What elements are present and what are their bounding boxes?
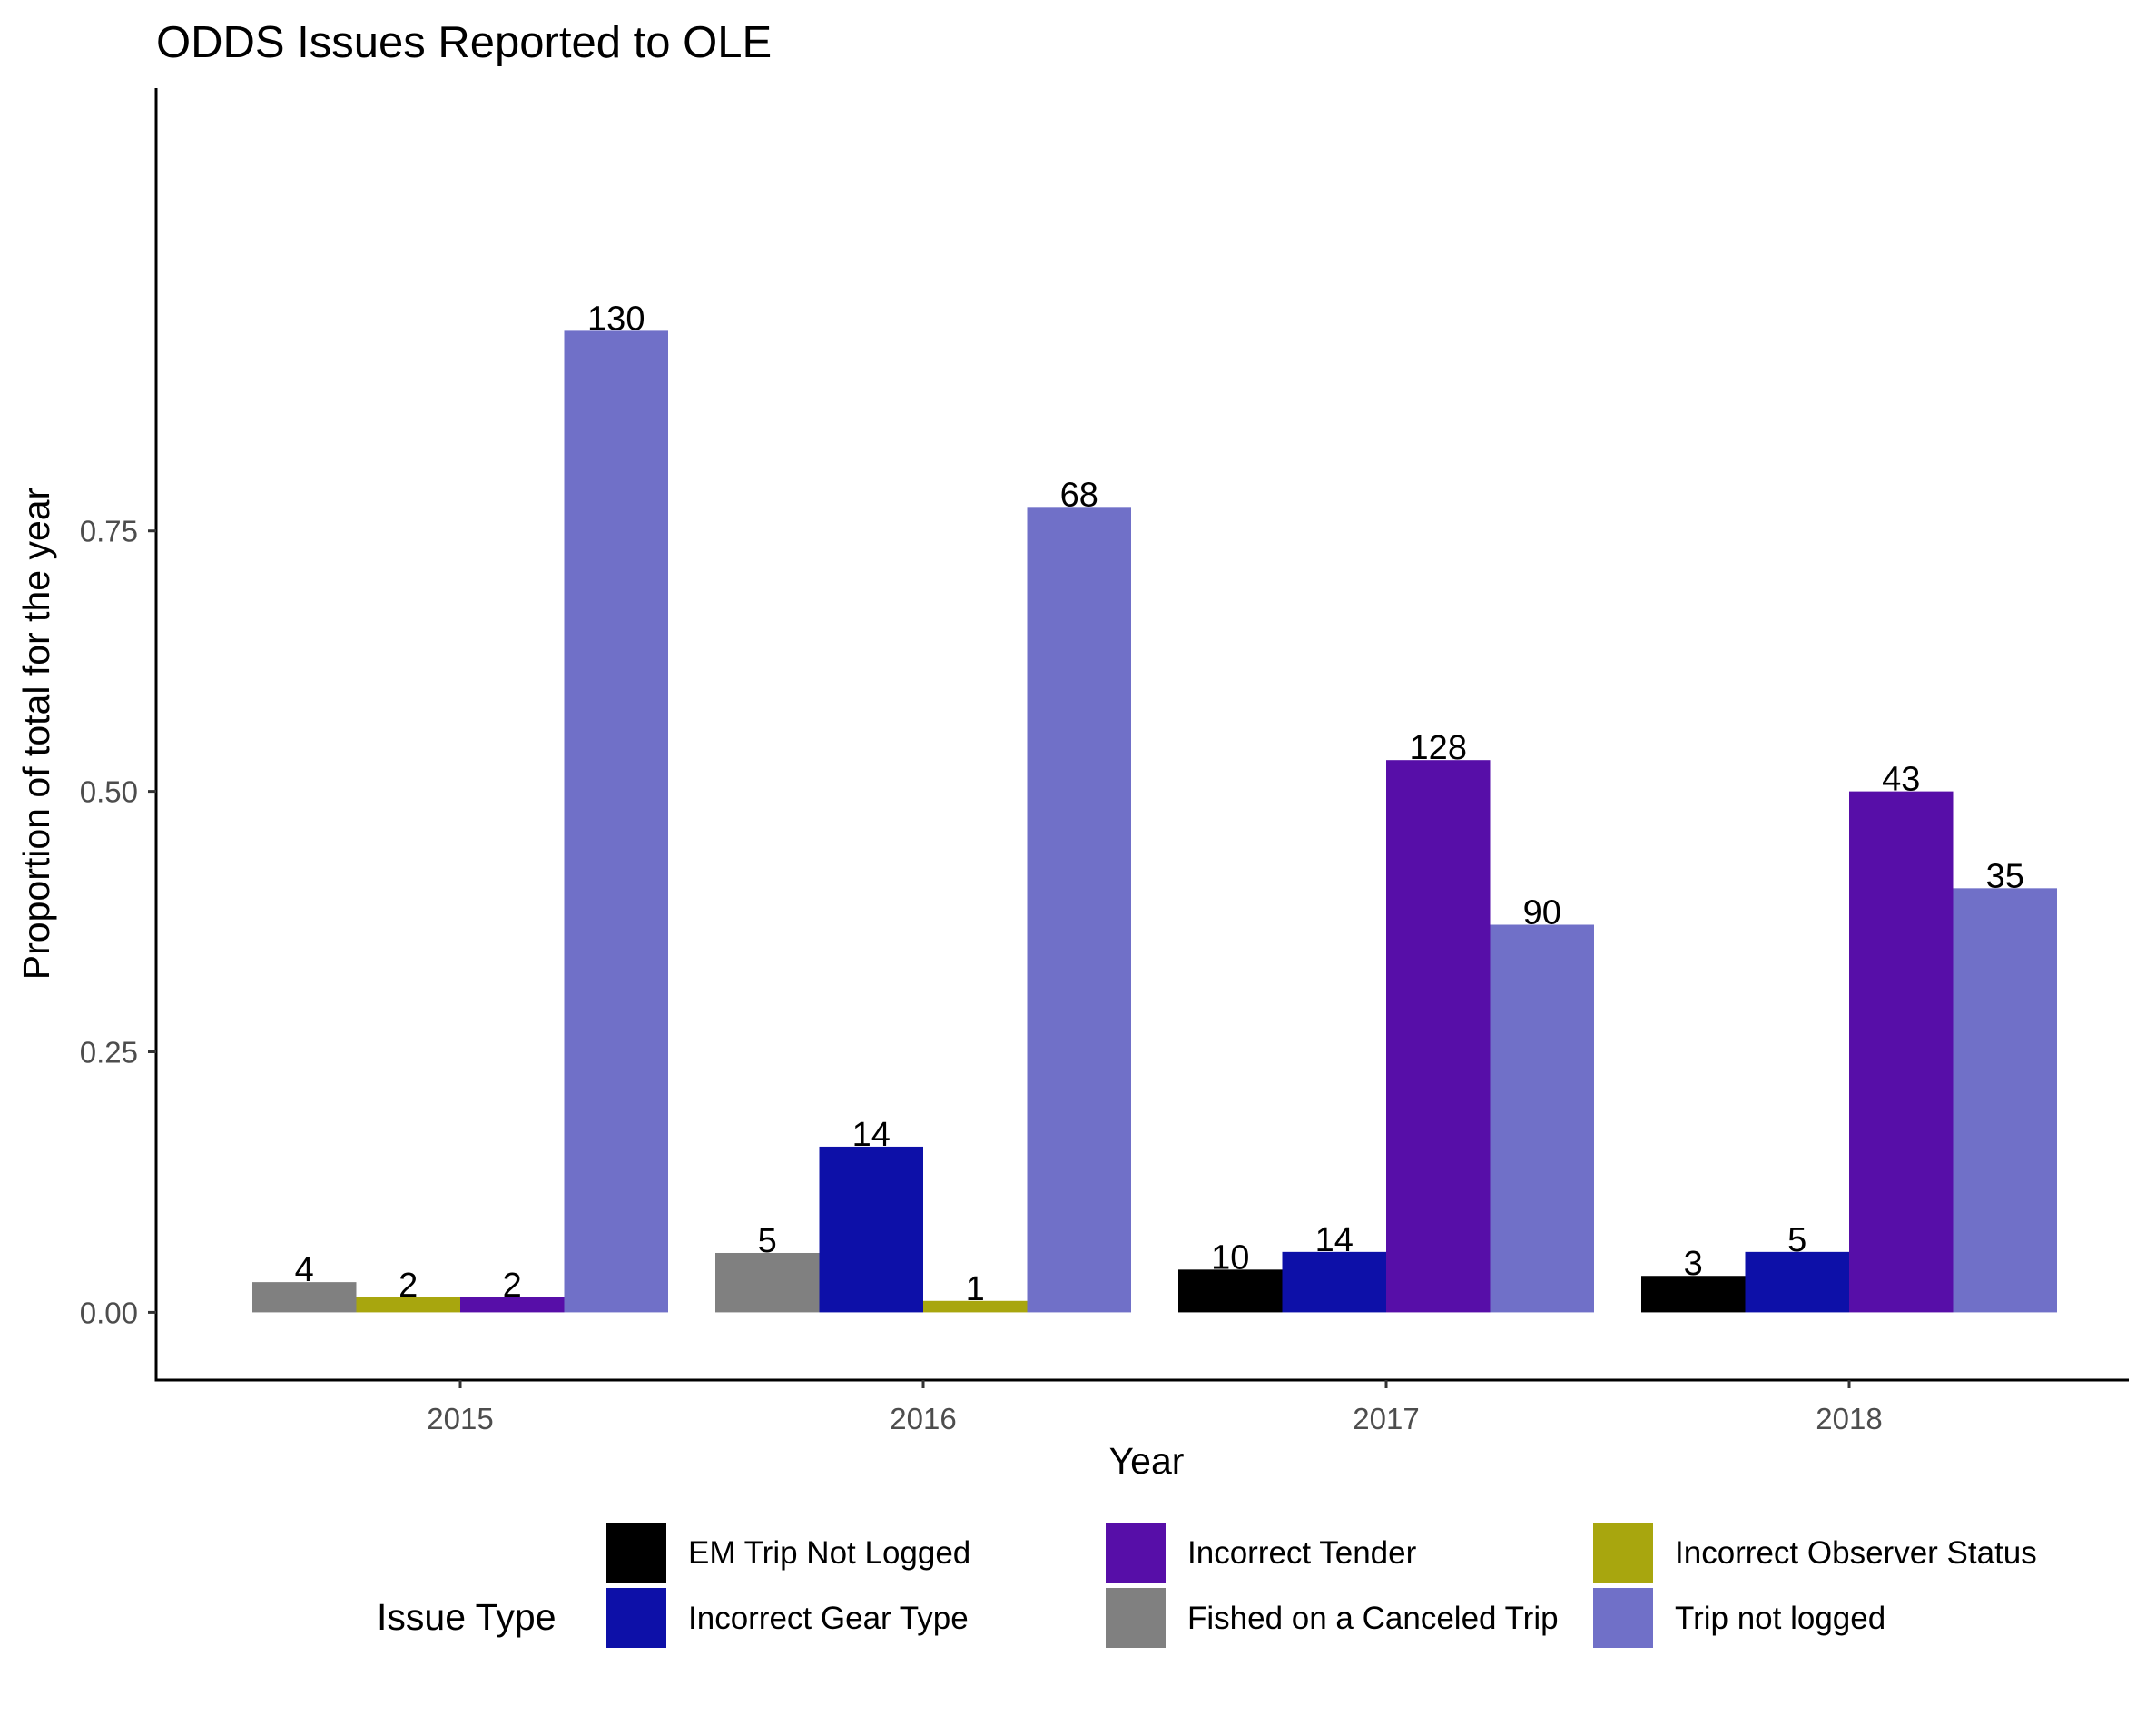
bar-2016-trip-not-logged	[1027, 507, 1131, 1313]
bar-label-2018-em-trip-not-logged: 3	[1684, 1245, 1703, 1283]
bar-2015-trip-not-logged	[564, 330, 668, 1313]
legend-key-incorrect-gear-type	[606, 1588, 666, 1648]
legend-title: Issue Type	[377, 1596, 556, 1638]
bar-2018-em-trip-not-logged	[1641, 1276, 1746, 1313]
x-tick-label: 2018	[1816, 1402, 1882, 1435]
bar-label-2016-trip-not-logged: 68	[1060, 476, 1098, 514]
bar-label-2018-incorrect-tender: 43	[1882, 761, 1920, 799]
x-tick-label: 2015	[427, 1402, 493, 1435]
x-axis-title: Year	[1109, 1440, 1185, 1482]
bar-label-2016-incorrect-observer-status: 1	[966, 1270, 985, 1308]
bar-label-2017-incorrect-gear-type: 14	[1315, 1221, 1354, 1259]
bar-2016-incorrect-observer-status	[923, 1300, 1028, 1313]
bar-label-2016-fished-on-a-canceled-trip: 5	[758, 1222, 777, 1260]
legend-label-trip-not-logged: Trip not logged	[1675, 1601, 1885, 1636]
bar-2015-fished-on-a-canceled-trip	[252, 1282, 357, 1313]
bar-label-2018-trip-not-logged: 35	[1986, 857, 2024, 895]
bar-2017-incorrect-tender	[1386, 760, 1491, 1313]
legend-label-fished-on-a-canceled-trip: Fished on a Canceled Trip	[1187, 1601, 1559, 1636]
bar-2016-fished-on-a-canceled-trip	[715, 1252, 820, 1313]
x-ticks: 2015 2016 2017 2018	[427, 1380, 1883, 1435]
legend-key-fished-on-a-canceled-trip	[1106, 1588, 1166, 1648]
x-tick-label: 2016	[890, 1402, 956, 1435]
bar-2015-incorrect-observer-status	[356, 1297, 460, 1313]
bar-label-2015-fished-on-a-canceled-trip: 4	[295, 1251, 314, 1289]
legend-key-incorrect-tender	[1106, 1523, 1166, 1583]
bar-2017-em-trip-not-logged	[1178, 1269, 1283, 1313]
y-tick-label: 0.75	[80, 515, 138, 548]
y-ticks: 0.00 0.25 0.50 0.75	[80, 515, 156, 1329]
bar-2017-trip-not-logged	[1490, 924, 1594, 1313]
bar-2018-incorrect-tender	[1849, 791, 1954, 1313]
y-tick-label: 0.50	[80, 775, 138, 809]
legend-key-em-trip-not-logged	[606, 1523, 666, 1583]
bar-2018-incorrect-gear-type	[1745, 1251, 1849, 1313]
y-tick-label: 0.25	[80, 1036, 138, 1070]
chart-title: ODDS Issues Reported to OLE	[156, 18, 772, 67]
bar-label-2018-incorrect-gear-type: 5	[1787, 1221, 1807, 1259]
bar-label-2015-incorrect-observer-status: 2	[399, 1267, 418, 1305]
bar-2016-incorrect-gear-type	[819, 1146, 923, 1313]
bar-label-2017-trip-not-logged: 90	[1523, 894, 1561, 932]
legend-key-incorrect-observer-status	[1593, 1523, 1653, 1583]
bar-label-2017-incorrect-tender: 128	[1410, 729, 1467, 767]
bar-label-2017-em-trip-not-logged: 10	[1211, 1238, 1249, 1277]
bar-2017-incorrect-gear-type	[1282, 1251, 1386, 1313]
legend-label-em-trip-not-logged: EM Trip Not Logged	[688, 1535, 970, 1571]
bars	[252, 330, 2057, 1313]
x-tick-label: 2017	[1353, 1402, 1419, 1435]
y-axis-title: Proportion of total for the year	[15, 488, 57, 980]
legend-label-incorrect-observer-status: Incorrect Observer Status	[1675, 1535, 2037, 1571]
y-tick-label: 0.00	[80, 1296, 138, 1329]
legend-label-incorrect-tender: Incorrect Tender	[1187, 1535, 1417, 1571]
bar-label-2015-incorrect-tender: 2	[503, 1267, 522, 1305]
bar-2018-trip-not-logged	[1953, 888, 2057, 1313]
bar-label-2015-trip-not-logged: 130	[587, 300, 645, 338]
legend: EM Trip Not Logged Incorrect Gear Type Inc…	[606, 1523, 2037, 1648]
legend-key-trip-not-logged	[1593, 1588, 1653, 1648]
bar-2015-incorrect-tender	[460, 1297, 565, 1313]
bar-label-2016-incorrect-gear-type: 14	[852, 1116, 891, 1154]
legend-label-incorrect-gear-type: Incorrect Gear Type	[688, 1601, 969, 1636]
